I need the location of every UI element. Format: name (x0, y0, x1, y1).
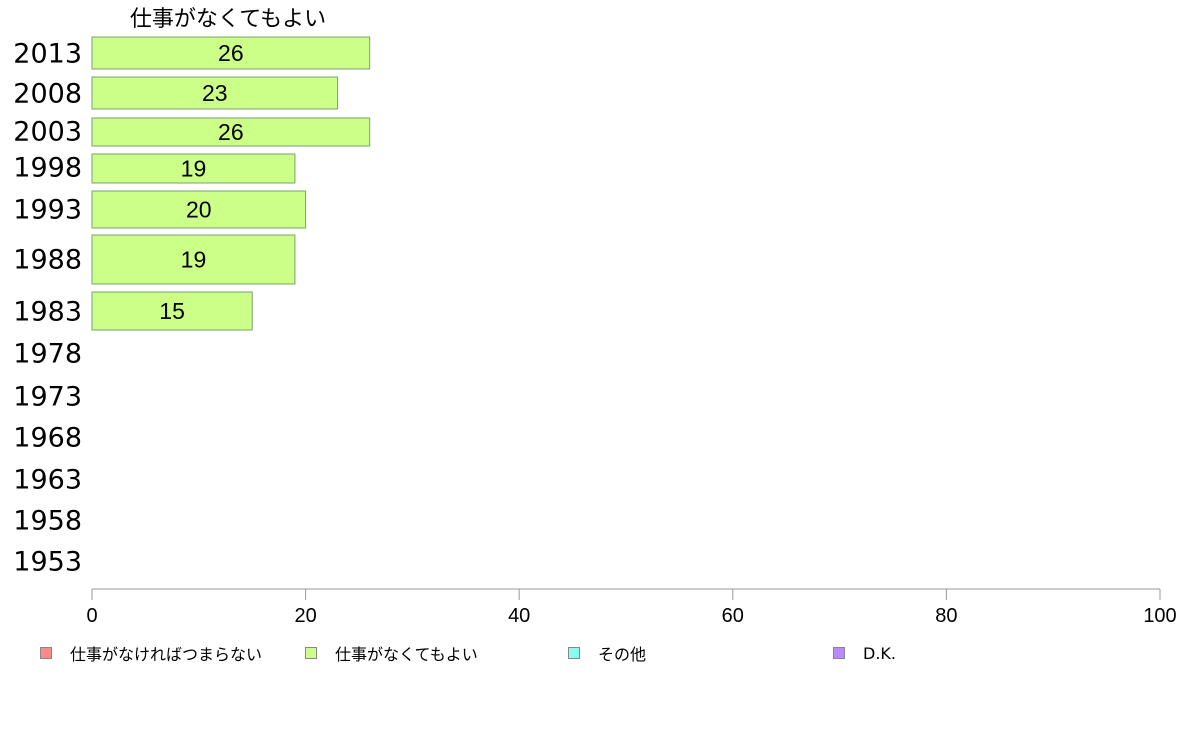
category-label: 1983 (13, 297, 82, 328)
category-label: 1988 (13, 245, 82, 276)
legend-swatch (305, 647, 317, 659)
x-tick-label: 60 (722, 605, 744, 627)
bars: 26 23 26 19 20 19 15 (91, 36, 371, 331)
category-label: 2013 (13, 39, 82, 70)
legend-label: その他 (598, 645, 647, 664)
bar-value-label: 26 (218, 40, 244, 66)
bar-chart: 仕事がなくてもよい 2013 2008 2003 1998 1993 1988 1983 19… (13, 7, 1177, 627)
category-label: 1968 (13, 423, 82, 454)
legend-item: 仕事がなくてもよい (305, 640, 478, 666)
bar (91, 234, 296, 285)
legend-swatch (568, 647, 580, 659)
legend-swatch (833, 647, 845, 659)
legend: 仕事がなければつまらない 仕事がなくてもよい その他 D.K. (0, 640, 1188, 670)
category-label: 1973 (13, 382, 82, 413)
legend-label: D.K. (863, 643, 896, 663)
bar-value-label: 19 (181, 156, 207, 182)
category-label: 1993 (13, 195, 82, 226)
category-label: 2003 (13, 117, 82, 148)
bar-value-label: 23 (202, 80, 228, 106)
category-label: 1958 (13, 506, 82, 537)
category-label: 1998 (13, 153, 82, 184)
bar (91, 117, 371, 147)
legend-label: 仕事がなければつまらない (70, 645, 263, 664)
chart-title: 仕事がなくてもよい (130, 7, 326, 32)
bar-value-label: 26 (218, 119, 244, 145)
bar (91, 291, 253, 331)
bar (91, 36, 371, 70)
legend-swatch (40, 647, 52, 659)
legend-item: 仕事がなければつまらない (40, 640, 262, 666)
bar (91, 76, 339, 110)
x-tick-label: 0 (86, 605, 97, 627)
bar-value-label: 19 (181, 247, 207, 273)
bar-value-label: 15 (159, 298, 185, 324)
x-axis: 0 20 40 60 80 100 (86, 588, 1177, 627)
x-tick-label: 100 (1143, 605, 1176, 627)
category-labels: 2013 2008 2003 1998 1993 1988 1983 1978 1973 1968… (13, 39, 82, 578)
category-label: 1963 (13, 465, 82, 496)
category-label: 1953 (13, 547, 82, 578)
category-label: 2008 (13, 79, 82, 110)
bar (91, 153, 296, 184)
x-tick-label: 80 (935, 605, 957, 627)
bar-value-label: 20 (186, 197, 212, 223)
legend-item: その他 (568, 640, 646, 666)
legend-label: 仕事がなくてもよい (335, 645, 478, 664)
x-tick-label: 40 (508, 605, 530, 627)
x-tick-label: 20 (294, 605, 316, 627)
bar (91, 190, 307, 229)
legend-item: D.K. (833, 640, 896, 666)
category-label: 1978 (13, 339, 82, 370)
